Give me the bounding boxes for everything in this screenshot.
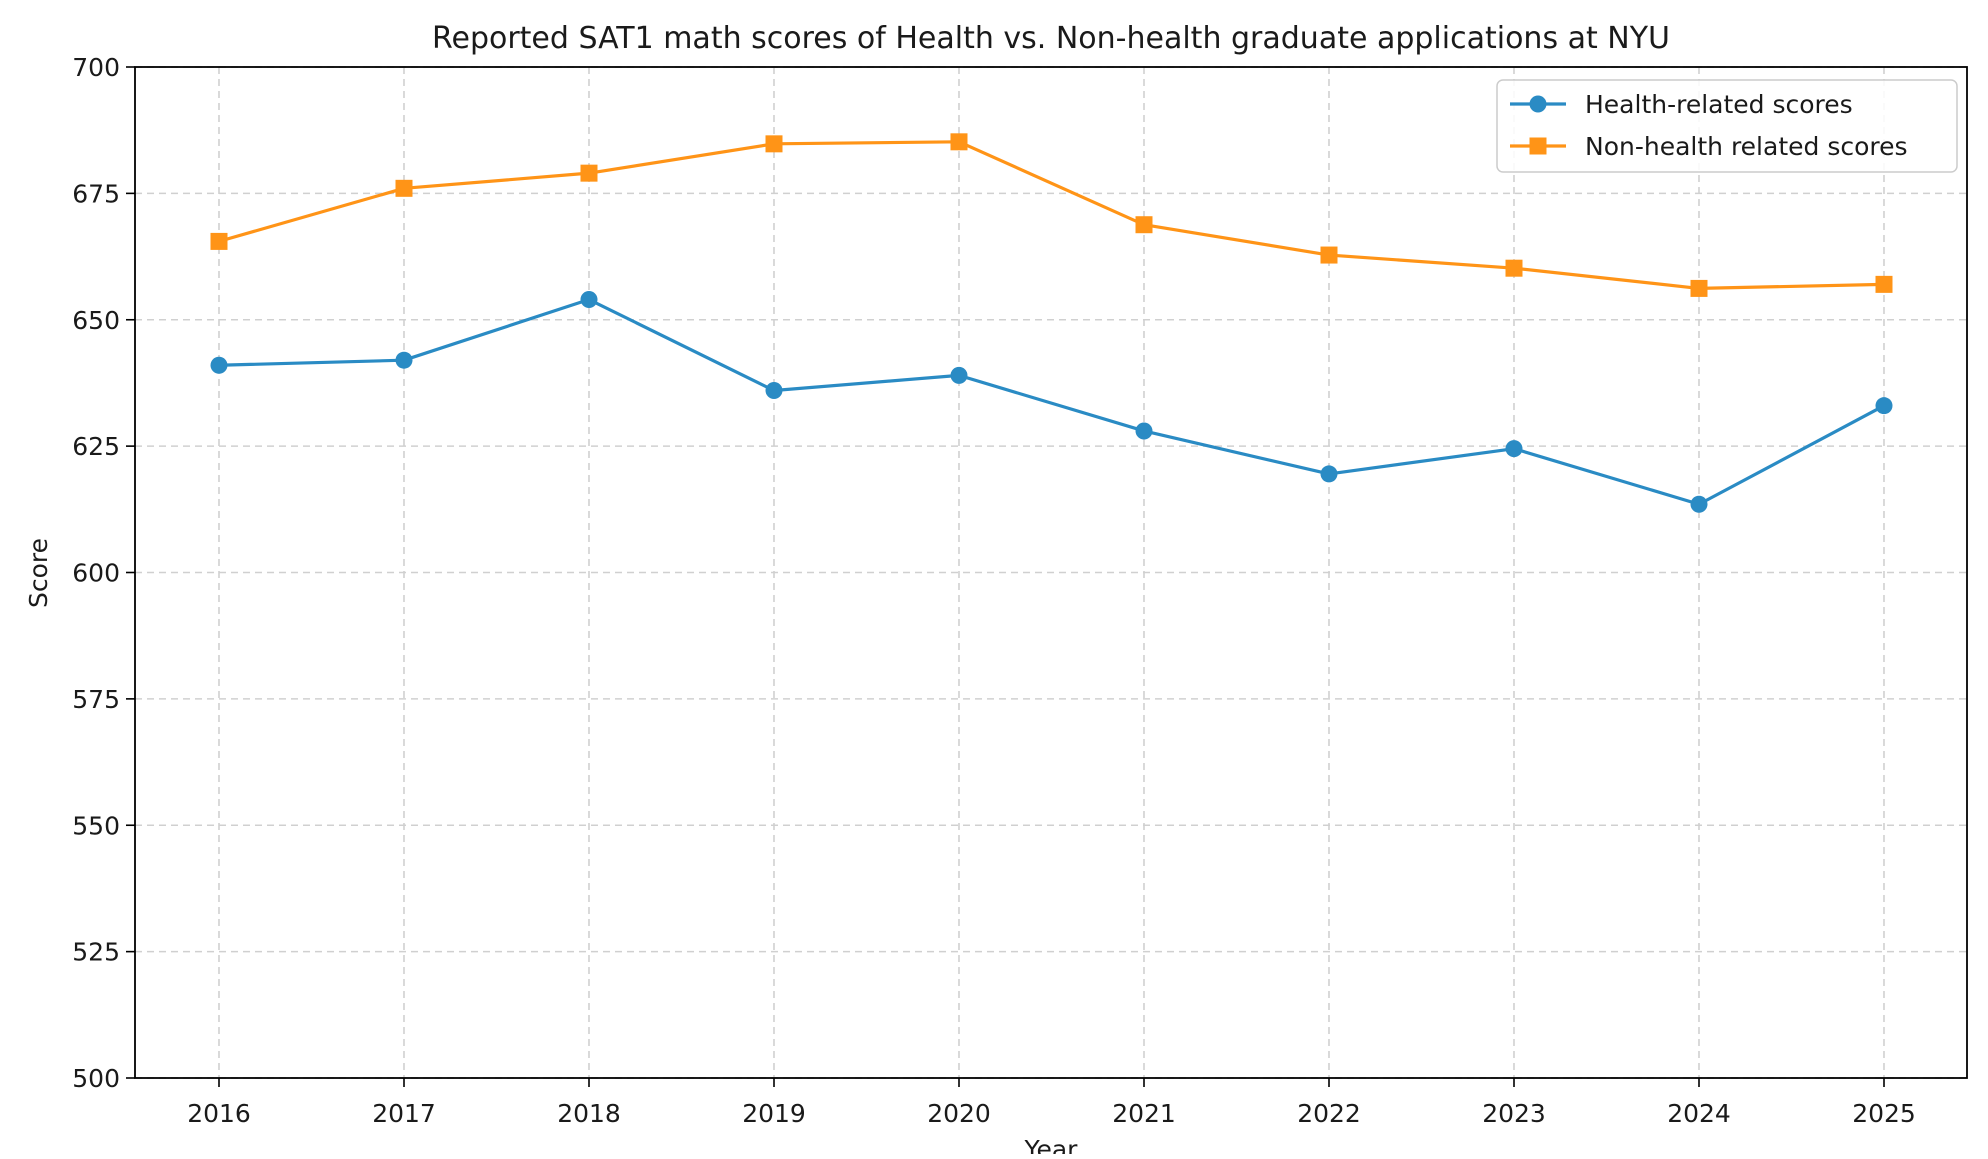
y-tick-label: 625	[72, 432, 120, 461]
data-point	[395, 179, 413, 197]
data-point	[395, 351, 413, 369]
data-point	[1135, 422, 1153, 440]
series-line	[218, 297, 1885, 506]
y-axis-label: Score	[24, 538, 53, 608]
legend-marker	[1529, 95, 1547, 113]
y-tick-label: 675	[72, 179, 120, 208]
chart-title: Reported SAT1 math scores of Health vs. …	[432, 21, 1670, 56]
x-tick-label: 2021	[1112, 1099, 1176, 1128]
grid	[135, 66, 1967, 1079]
legend: Health-related scores Non-health related …	[1496, 79, 1958, 173]
data-point	[580, 164, 598, 182]
data-point	[765, 382, 783, 400]
x-tick-label: 2018	[557, 1099, 621, 1128]
legend-label: Non-health related scores	[1585, 132, 1908, 161]
y-tick-label: 600	[72, 559, 120, 588]
data-point	[210, 356, 228, 374]
series-group	[210, 133, 1893, 513]
data-point	[1505, 259, 1523, 277]
data-point	[210, 232, 228, 250]
y-tick-label: 550	[72, 811, 120, 840]
data-point	[1320, 246, 1338, 264]
y-tick-label: 700	[72, 53, 120, 82]
x-tick-label: 2022	[1297, 1099, 1361, 1128]
y-tick-label: 650	[72, 306, 120, 335]
data-point	[580, 291, 598, 309]
legend-marker	[1529, 137, 1547, 155]
data-point	[950, 133, 968, 151]
x-tick-label: 2020	[927, 1099, 991, 1128]
axis-ticks: 500 525 550 575 600 625 650 675 700 2016 2017 2018 2…	[72, 53, 1916, 1128]
legend-item: Non-health related scores	[1510, 132, 1908, 161]
data-point	[1690, 495, 1708, 513]
data-point	[1320, 465, 1338, 483]
data-point	[1505, 440, 1523, 458]
legend-label: Health-related scores	[1585, 90, 1853, 119]
x-tick-label: 2017	[372, 1099, 436, 1128]
x-tick-label: 2019	[742, 1099, 806, 1128]
y-tick-label: 500	[72, 1064, 120, 1093]
series-non-health	[210, 133, 1893, 297]
data-point	[1690, 279, 1708, 297]
x-axis-label: Year	[1024, 1135, 1079, 1154]
y-tick-label: 525	[72, 938, 120, 967]
data-point	[765, 135, 783, 153]
x-tick-label: 2016	[187, 1099, 251, 1128]
legend-item: Health-related scores	[1510, 90, 1853, 119]
data-point	[1875, 397, 1893, 415]
x-tick-label: 2023	[1482, 1099, 1546, 1128]
data-point	[1135, 216, 1153, 234]
series-line	[218, 140, 1885, 291]
series-health	[210, 291, 1893, 513]
data-point	[950, 366, 968, 384]
x-tick-label: 2025	[1852, 1099, 1916, 1128]
x-tick-label: 2024	[1667, 1099, 1731, 1128]
y-tick-label: 575	[72, 685, 120, 714]
legend-box	[1496, 79, 1958, 173]
data-point	[1875, 275, 1893, 293]
